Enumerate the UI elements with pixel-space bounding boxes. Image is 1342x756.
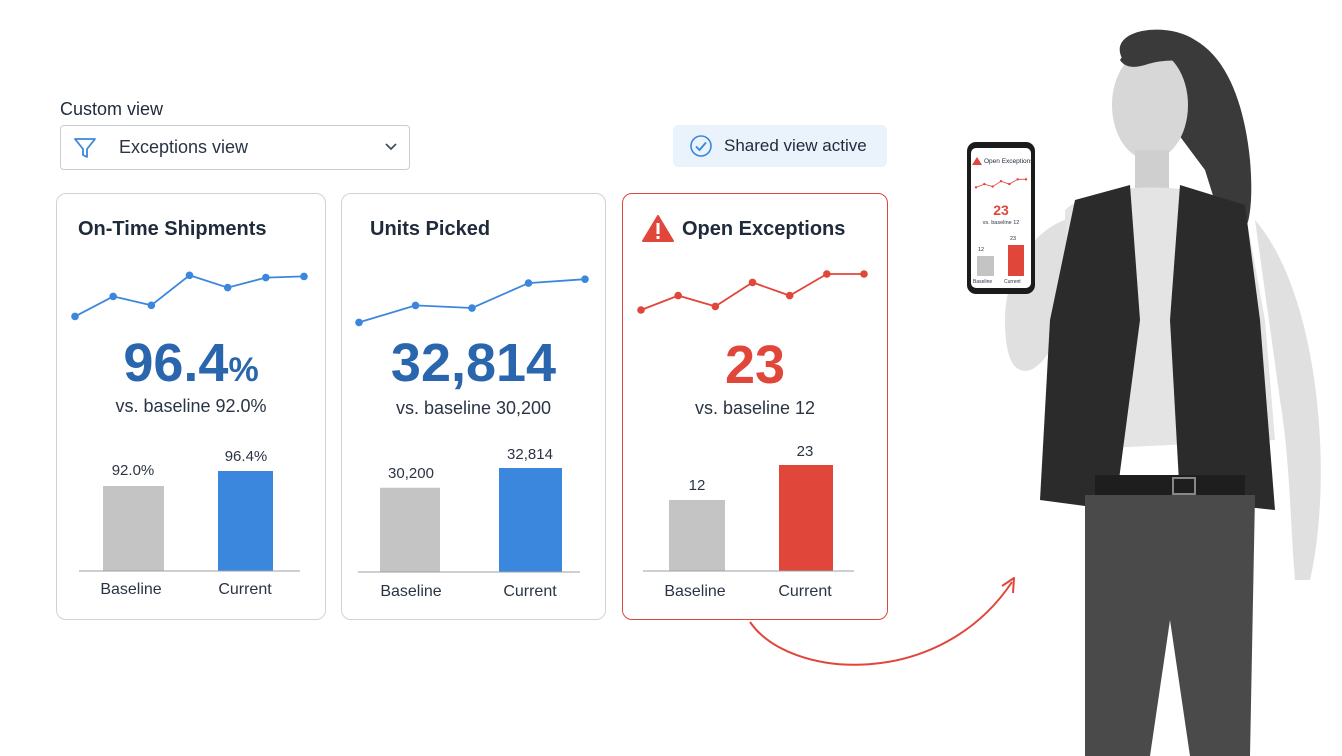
phone-warning-icon <box>972 157 982 165</box>
card-title: Open Exceptions <box>682 218 846 240</box>
person-with-phone-photo <box>967 29 1321 756</box>
trend-sparkline <box>355 275 589 327</box>
kpi-number: 32,814 <box>390 333 557 393</box>
bar-value-label-current: 23 <box>796 443 814 460</box>
kpi-card-units-picked[interactable]: Units Picked 32,814 vs. baseline 30,200 … <box>341 193 606 620</box>
custom-view-label: Custom view <box>60 99 164 119</box>
sparkline-point <box>411 301 420 310</box>
bar-category-baseline: Baseline <box>664 583 726 600</box>
kpi-card-open-exceptions[interactable]: Open Exceptions 23 vs. baseline 12 12 23… <box>622 193 888 620</box>
bar-value-label-baseline: 30,200 <box>388 465 434 482</box>
phone-screen: Open Exceptions 23 vs. baseline 12 12 23… <box>971 148 1034 288</box>
phone-bar-label-baseline: 12 <box>978 247 985 253</box>
kpi-number: 96.4 <box>123 333 229 393</box>
phone-sub: vs. baseline 12 <box>982 220 1020 226</box>
bar-chart <box>358 468 580 573</box>
bar-value-label-baseline: 92.0% <box>111 462 155 479</box>
phone-value: 23 <box>993 202 1009 218</box>
filter-icon <box>74 137 96 158</box>
kpi-baseline-text: vs. baseline 30,200 <box>395 398 552 418</box>
phone-sparkline <box>974 178 1028 189</box>
bar-chart <box>79 471 300 572</box>
bar-value-label-current: 96.4% <box>224 448 268 465</box>
phone-cat-current: Current <box>1004 279 1021 285</box>
kpi-value: 96.4% <box>57 332 325 394</box>
trend-sparkline <box>71 271 308 321</box>
kpi-number: 23 <box>724 335 786 395</box>
sparkline-point <box>823 270 831 278</box>
phone-bar-label-current: 23 <box>1010 236 1017 242</box>
phone-sparkline-point <box>1024 178 1028 181</box>
card-title: Units Picked <box>370 218 491 240</box>
chevron-down-icon <box>385 143 397 151</box>
phone-cat-baseline: Baseline <box>973 279 993 285</box>
sparkline-point <box>185 271 194 280</box>
bar-category-current: Current <box>778 583 832 600</box>
bar-current <box>499 468 562 572</box>
kpi-baseline-text: vs. baseline 92.0% <box>115 396 267 416</box>
kpi-unit: % <box>228 351 259 389</box>
phone-bar-chart <box>977 245 1024 276</box>
bar-category-current: Current <box>503 583 557 600</box>
sparkline-point <box>109 292 117 301</box>
sparkline-point <box>223 283 232 292</box>
warning-icon <box>642 215 674 242</box>
bar-category-baseline: Baseline <box>380 583 442 600</box>
view-select[interactable]: Exceptions view <box>60 125 410 170</box>
kpi-card-on-time-shipments[interactable]: On-Time Shipments 96.4% vs. baseline 92.… <box>56 193 326 620</box>
kpi-baseline-text: vs. baseline 12 <box>694 398 816 418</box>
phone-sparkline-point <box>1008 182 1011 186</box>
bar-value-label-current: 32,814 <box>507 446 553 463</box>
sparkline-point <box>748 278 757 287</box>
bar-baseline <box>380 487 440 572</box>
sparkline-point <box>147 301 156 310</box>
sparkline-point <box>711 302 720 311</box>
phone-sparkline-point <box>991 185 994 188</box>
sparkline-point <box>524 279 533 287</box>
bar-current <box>779 465 833 571</box>
kpi-value: 32,814 <box>342 332 605 394</box>
shared-view-badge: Shared view active <box>673 125 887 167</box>
sparkline-point <box>71 312 79 321</box>
bar-baseline <box>669 499 725 571</box>
phone-bar-baseline <box>977 256 994 276</box>
sparkline-point <box>468 304 476 312</box>
bar-baseline <box>103 486 164 571</box>
sparkline-point <box>262 273 270 282</box>
sparkline-point <box>355 318 363 327</box>
bar-current <box>218 471 273 571</box>
sparkline-point <box>581 275 589 283</box>
phone-title: Open Exceptions <box>984 158 1034 165</box>
phone-sparkline-point <box>999 180 1003 183</box>
sparkline-point <box>785 291 794 300</box>
phone-sparkline-point <box>1016 178 1019 181</box>
trend-sparkline <box>637 270 868 314</box>
sparkline-point <box>860 270 868 278</box>
bar-value-label-baseline: 12 <box>688 477 706 494</box>
view-select-value: Exceptions view <box>119 137 249 157</box>
sparkline-point <box>300 272 308 281</box>
phone-sparkline-point <box>983 182 986 186</box>
phone-bar-current <box>1008 245 1024 276</box>
check-circle-icon <box>690 135 712 157</box>
kpi-value: 23 <box>623 334 887 396</box>
shared-view-text: Shared view active <box>724 136 867 155</box>
bar-category-baseline: Baseline <box>100 581 162 598</box>
bar-chart <box>643 465 854 572</box>
sparkline-point <box>637 306 645 314</box>
card-title: On-Time Shipments <box>78 218 267 240</box>
phone-sparkline-point <box>974 186 978 189</box>
bar-category-current: Current <box>218 581 272 598</box>
sparkline-point <box>674 291 682 300</box>
